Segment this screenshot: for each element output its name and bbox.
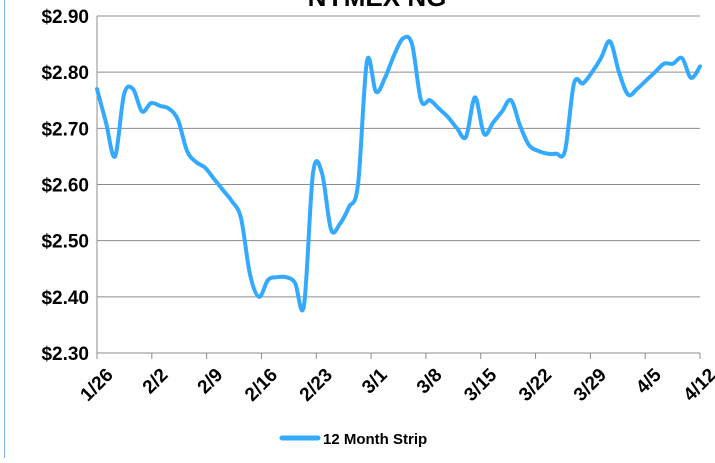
- y-tick-label: $2.80: [41, 63, 89, 84]
- x-tick-label: 2/2: [139, 365, 173, 399]
- x-tick-label: 3/22: [515, 365, 556, 406]
- legend: 12 Month Strip: [279, 431, 427, 448]
- x-tick-label: 4/12: [680, 365, 715, 406]
- left-border-rule: [4, 0, 5, 458]
- x-tick-label: 4/5: [632, 364, 666, 398]
- x-tick-label: 3/15: [460, 364, 501, 405]
- x-tick-label: 3/8: [413, 365, 447, 399]
- gridlines: [97, 15, 700, 298]
- y-tick-label: $2.50: [41, 232, 89, 253]
- x-tick-label: 2/16: [241, 365, 282, 406]
- series-line-12-month-strip: [95, 34, 702, 313]
- x-tick-label: 3/29: [570, 365, 611, 406]
- series-layer: [95, 34, 702, 313]
- x-tick-label: 2/23: [296, 365, 337, 406]
- chart-title: NYMEX NG: [308, 0, 447, 12]
- x-tick-label: 3/1: [358, 364, 392, 398]
- y-tick-label: $2.60: [41, 176, 89, 197]
- y-tick-label: $2.40: [41, 288, 89, 309]
- y-tick-label: $2.90: [41, 7, 89, 28]
- y-tick-label: $2.70: [41, 119, 89, 140]
- tick-labels: $2.30 $2.40 $2.50 $2.60 $2.70 $2.80 $2.90 1/26 2…: [41, 7, 715, 406]
- x-tick-label: 2/9: [194, 365, 228, 399]
- axes: [96, 16, 701, 359]
- y-tick-label: $2.30: [41, 344, 89, 365]
- legend-label: 12 Month Strip: [323, 431, 427, 448]
- x-tick-label: 1/26: [77, 365, 118, 406]
